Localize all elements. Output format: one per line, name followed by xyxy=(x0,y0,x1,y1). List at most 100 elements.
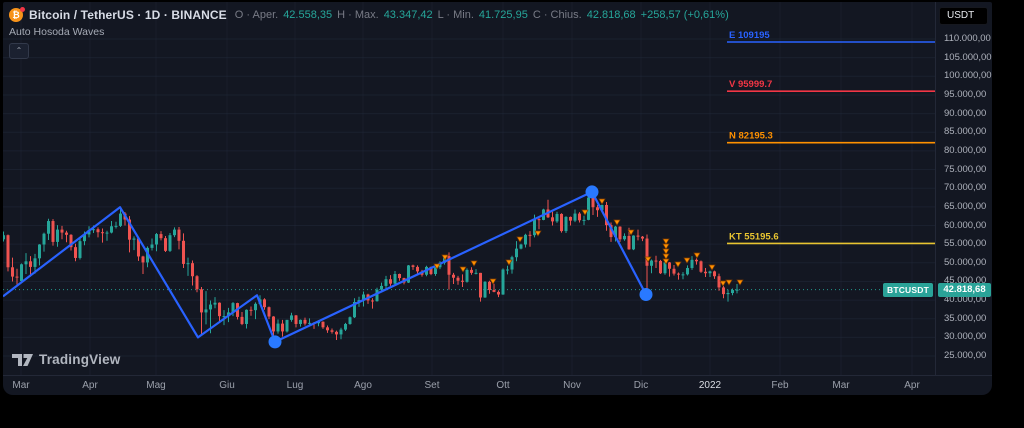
candle-body xyxy=(677,273,680,275)
candle-body xyxy=(11,267,14,277)
candle-body xyxy=(150,244,154,248)
candle-body xyxy=(38,244,41,259)
candle-body xyxy=(132,238,136,240)
candle-body xyxy=(20,264,23,282)
candle-body xyxy=(564,216,568,232)
price-axis[interactable]: USDT 42.818,68 110.000,00 105.000,00 100.0… xyxy=(935,2,992,375)
candle-body xyxy=(510,257,514,270)
candle-body xyxy=(294,315,298,324)
signal-arrow-down-icon xyxy=(441,254,449,261)
candle-body xyxy=(587,197,590,220)
signal-arrow-down-icon xyxy=(516,236,524,243)
candle-body xyxy=(24,261,28,265)
candle-body xyxy=(434,267,437,274)
candle-body xyxy=(33,258,37,267)
time-axis[interactable]: Mar Apr Mag Giu Lug Ago Set Ott Nov Dic 2022 Feb Mar… xyxy=(3,375,992,395)
candle-body xyxy=(105,232,109,234)
open-value: 42.558,35 xyxy=(283,8,333,21)
last-price-badge: 42.818,68 xyxy=(938,282,991,297)
candle-body xyxy=(609,225,613,238)
candle-body xyxy=(362,294,365,301)
candle-body xyxy=(308,322,311,324)
candle-body xyxy=(141,256,145,263)
currency-unit-button[interactable]: USDT xyxy=(939,7,988,25)
candle-body xyxy=(321,321,325,328)
candle-body xyxy=(285,319,289,332)
symbol-title[interactable]: Bitcoin / TetherUS · 1D · BINANCE xyxy=(29,7,227,22)
candle-body xyxy=(731,290,734,294)
candle-body xyxy=(137,238,140,257)
candle-body xyxy=(632,235,635,250)
candle-body xyxy=(506,269,509,271)
price-axis-label: 110.000,00 xyxy=(944,33,991,44)
candle-body xyxy=(74,247,77,258)
signal-arrow-down-icon xyxy=(470,260,478,267)
price-axis-label: 30.000,00 xyxy=(944,331,987,343)
candle-body xyxy=(668,262,671,269)
low-value: 41.725,95 xyxy=(478,8,528,21)
candle-body xyxy=(533,219,536,236)
candle-body xyxy=(348,317,352,324)
plot-area[interactable]: E 109195 V 95999.7 N 82195.3 KT 55195.6 ₿ B… xyxy=(3,2,935,375)
time-axis-label: Set xyxy=(424,380,440,391)
candle-body xyxy=(672,268,676,274)
candle-body xyxy=(299,319,302,324)
candle-body xyxy=(272,316,275,332)
candle-body xyxy=(380,285,383,290)
candle-body xyxy=(528,234,532,236)
candle-body xyxy=(254,303,257,311)
signal-arrow-down-icon xyxy=(581,209,589,216)
time-axis-label: Nov xyxy=(563,380,581,391)
candle-body xyxy=(101,232,104,234)
candle-body xyxy=(479,272,482,298)
candle-body xyxy=(3,235,5,240)
collapse-legend-button[interactable]: ⌃ xyxy=(9,43,29,59)
price-axis-label: 25.000,00 xyxy=(944,350,987,362)
candle-body xyxy=(326,327,329,331)
candle-body xyxy=(407,265,410,283)
high-value: 43.347,42 xyxy=(383,8,433,21)
candle-body xyxy=(42,233,46,245)
price-axis-label: 35.000,00 xyxy=(944,312,987,324)
candle-body xyxy=(114,225,118,227)
candle-body xyxy=(110,226,113,233)
open-label: O · Aper. xyxy=(234,8,279,21)
candle-body xyxy=(501,269,505,295)
candle-body xyxy=(555,213,559,222)
candle-body xyxy=(384,279,388,286)
candle-body xyxy=(627,235,631,250)
candle-body xyxy=(461,280,464,282)
tradingview-watermark[interactable]: TradingView xyxy=(12,352,120,367)
price-axis-label: 75.000,00 xyxy=(944,163,987,175)
candle-body xyxy=(195,276,199,290)
candle-body xyxy=(51,221,55,242)
candle-body xyxy=(186,263,190,265)
candle-body xyxy=(416,266,419,272)
candle-body xyxy=(218,302,221,317)
candle-body xyxy=(191,263,194,277)
signal-arrow-down-icon xyxy=(662,243,670,250)
candle-body xyxy=(339,329,343,335)
time-axis-label: Mar xyxy=(12,380,30,391)
level-label: E 109195 xyxy=(729,30,770,41)
level-label: KT 55195.6 xyxy=(729,231,779,242)
candle-body xyxy=(78,241,82,258)
price-axis-label: 55.000,00 xyxy=(944,238,987,250)
price-axis-label: 50.000,00 xyxy=(944,256,987,268)
candle-body xyxy=(618,226,622,240)
indicator-legend-row[interactable]: Auto Hosoda Waves xyxy=(9,26,729,39)
signal-arrow-down-icon xyxy=(662,238,670,245)
time-axis-label: Giu xyxy=(219,380,235,391)
candle-body xyxy=(474,272,478,274)
candle-body xyxy=(263,299,266,308)
close-value: 42.818,68 xyxy=(586,8,636,21)
signal-arrow-down-icon xyxy=(674,261,682,268)
candle-body xyxy=(290,315,293,320)
candle-body xyxy=(276,323,280,332)
candlestick-chart: E 109195 V 95999.7 N 82195.3 KT 55195.6 xyxy=(3,2,935,375)
candle-body xyxy=(582,219,586,221)
candle-body xyxy=(515,248,518,258)
symbol-legend-row[interactable]: ₿ Bitcoin / TetherUS · 1D · BINANCE O · … xyxy=(9,6,729,23)
level-label: N 82195.3 xyxy=(729,131,773,142)
candle-body xyxy=(519,244,523,249)
